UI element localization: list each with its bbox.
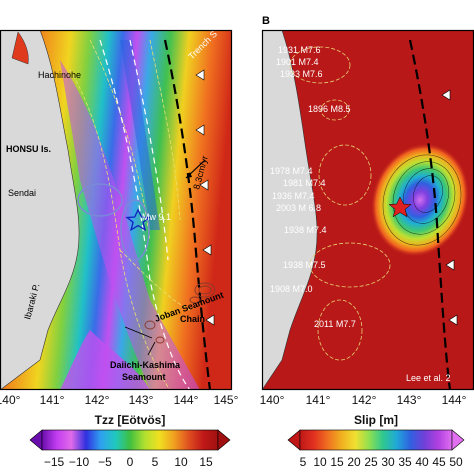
quake-label-10: 1908 M7.0 [270,284,313,294]
quake-label-1: 1901 M7.4 [276,57,319,67]
quake-label-9: 1938 M7.5 [283,260,326,270]
colorbar-a: Tzz [Eötvös] −15 −10 −5 0 5 10 15 [29,413,231,469]
lon-tick-a-0: 140° [0,393,21,407]
lon-tick-a-1: 141° [40,393,65,407]
cb-b-tick-5: 30 [381,455,395,469]
cb-b-tick-2: 15 [330,455,344,469]
quake-label-7: 2003 M 6.8 [276,203,321,213]
lon-tick-a-4: 144° [174,393,199,407]
lon-tick-a-3: 143° [129,393,154,407]
quake-label-4: 1978 M7.4 [270,166,313,176]
cb-a-tick-5: 10 [174,455,188,469]
cb-b-tick-8: 45 [432,455,446,469]
quake-label-2: 1933 M7.6 [280,69,323,79]
cb-a-tick-3: 0 [127,455,134,469]
quake-label-6: 1936 M7.4 [272,191,315,201]
label-joban-2: Chain [180,314,205,324]
lon-tick-b-2: 142° [352,393,377,407]
panel-a-lon-ticks: 140° 141° 142° 143° 144° 145° [0,393,239,407]
historic-quake-labels: 1931 M7.6 1901 M7.4 1933 M7.6 1896 M8.5 … [270,45,356,329]
panel-b-letter: B [262,15,270,27]
lon-tick-b-0: 140° [260,393,285,407]
epicenter-star-b [388,196,412,218]
cb-a-tick-4: 5 [152,455,159,469]
lon-tick-a-5: 145° [214,393,239,407]
colorbar-b: Slip [m] 5 10 15 20 25 30 35 40 45 50 [287,413,465,469]
cb-a-tick-1: −10 [69,455,90,469]
panel-a-map: Hachinohe HONSU Is. Sendai Ibaraki P. Tr… [0,30,232,390]
place-hachinohe: Hachinohe [38,70,81,80]
cb-b-tick-6: 35 [398,455,412,469]
cb-b-tick-9: 50 [449,455,463,469]
colorbar-b-label: Slip [m] [354,413,398,427]
cb-b-tick-1: 10 [313,455,327,469]
panel-b-lon-ticks: 140° 141° 142° 143° 144° [260,393,467,407]
credit-label: Lee et al. 2 [406,373,451,383]
panel-b-map: 1931 M7.6 1901 M7.4 1933 M7.6 1896 M8.5 … [262,30,474,390]
cb-b-tick-4: 25 [364,455,378,469]
cb-b-tick-3: 20 [347,455,361,469]
lon-tick-b-1: 141° [306,393,331,407]
trench-line-b [408,39,452,390]
place-honsu: HONSU Is. [6,144,51,154]
cb-b-tick-0: 5 [300,455,307,469]
quake-label-5: 1981 M7.4 [283,178,326,188]
cb-b-tick-7: 40 [415,455,429,469]
label-daiichi-1: Daiichi-Kashima [110,360,181,370]
lon-tick-b-3: 143° [397,393,422,407]
label-daiichi-2: Seamount [122,372,166,382]
cb-a-tick-6: 15 [199,455,213,469]
quake-label-8: 1938 M7.4 [284,225,327,235]
panel-a-frame [0,29,233,391]
cb-a-tick-0: −15 [44,455,65,469]
honshu-landmass-b [262,30,318,390]
quake-label-0: 1931 M7.6 [278,45,321,55]
quake-label-3: 1896 M8.5 [308,104,351,114]
place-sendai: Sendai [8,188,36,198]
quake-label-11: 2011 M7.7 [314,319,356,329]
honshu-landmass [0,30,80,390]
lon-tick-b-4: 144° [442,393,467,407]
cb-a-tick-2: −5 [98,455,112,469]
epicenter-star-a [125,208,151,232]
trench-line [163,39,212,390]
label-event: Mw 9.1 [142,212,171,222]
colorbar-a-label: Tzz [Eötvös] [95,413,166,427]
lon-tick-a-2: 142° [85,393,110,407]
